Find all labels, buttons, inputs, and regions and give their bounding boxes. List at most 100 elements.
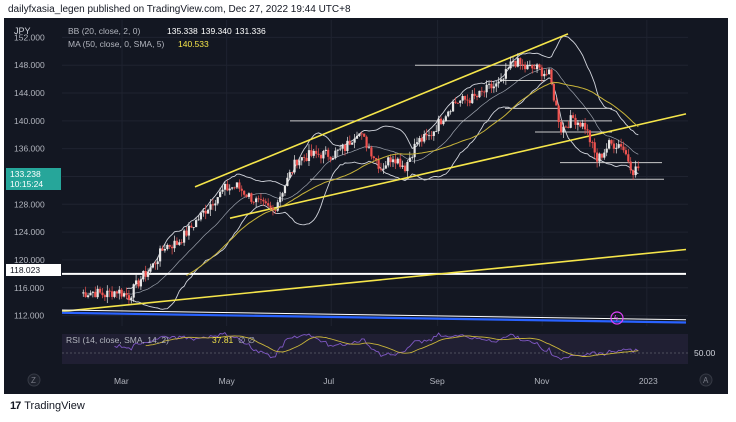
candle-body [586,129,589,131]
candle-body [295,159,299,166]
candle-body [288,172,291,178]
candle-body [478,90,481,98]
candle-body [293,159,296,173]
candle-body [521,64,524,66]
y-tick-label: 120.000 [14,255,45,265]
price-axis[interactable]: 152.000148.000144.000140.000136.000132.0… [14,32,45,320]
ma-legend-label[interactable]: MA (50, close, 0, SMA, 5) [68,39,165,49]
candle-body [94,291,97,298]
rsi-legend-label[interactable]: RSI (14, close, SMA, 14, 2) [66,335,169,345]
candle-body [451,101,455,112]
candle-body [118,289,121,294]
candle-body [435,131,438,132]
candle-body [583,122,587,130]
candle-body [113,291,116,297]
candle-body [615,147,618,149]
candle-body [600,153,604,158]
candle-body [334,150,337,159]
candle-body [110,291,114,297]
candle-body [569,115,572,128]
candle-body [168,244,171,247]
bb-legend-value-lower: 131.336 [235,26,266,36]
candle-body [432,131,435,136]
candle-body [195,220,198,228]
candle-body [485,84,488,93]
bb-mid-line [126,67,639,295]
x-tick-label: Mar [114,376,129,386]
candle-body [603,152,606,158]
rsi-band [62,334,688,364]
candles [82,53,640,305]
candle-body [319,154,323,159]
candle-body [125,293,128,296]
candle-body [516,58,519,67]
candle-body [146,271,150,277]
candle-body [264,201,267,204]
candle-body [322,150,325,159]
y-tick-label: 112.000 [14,311,44,321]
lightning-icon[interactable] [610,311,624,325]
candle-body [228,188,231,191]
candle-body [617,144,620,148]
x-tick-label: 2023 [639,376,658,386]
candle-body [389,157,392,163]
y-tick-label: 148.000 [14,60,45,70]
rsi-pane[interactable] [62,332,688,364]
candle-body [437,118,440,132]
candle-body [588,130,591,143]
publisher-header: dailyfxasia_legen published on TradingVi… [8,4,351,15]
candle-body [531,65,534,69]
candle-body [91,291,94,293]
candle-body [559,122,563,133]
candle-body [495,83,498,87]
candle-body [480,90,483,92]
candle-body [120,289,123,297]
current-price-label: 133.238 [10,169,41,179]
y-tick-label: 116.000 [14,283,44,293]
candle-body [365,136,368,148]
candle-body [103,295,106,298]
candle-body [142,270,145,280]
candle-body [216,197,219,204]
candle-body [463,96,467,100]
candle-body [240,188,243,191]
trend-line [229,113,687,219]
candle-body [473,93,476,96]
trend-line [194,33,569,188]
time-axis[interactable]: Mar May Jul Sep Nov 2023 [114,376,658,386]
bb-legend-label[interactable]: BB (20, close, 2, 0) [68,26,140,36]
y-tick-label: 128.000 [14,199,45,209]
candle-body [156,261,159,265]
candle-body [115,291,118,294]
tradingview-footer[interactable]: 17 TradingView [10,400,85,412]
candle-body [627,154,630,162]
rsi-legend-value: 37.81 [212,335,234,345]
candle-body [171,246,174,249]
candle-body [612,143,616,149]
x-tick-label: Jul [323,376,334,386]
symbol-label: JPY [14,26,31,36]
candle-body [151,263,154,268]
candle-body [523,64,527,70]
candle-body [348,140,351,145]
candle-body [96,288,99,298]
candle-body [396,158,399,164]
candle-body [547,69,551,75]
candle-body [514,61,517,67]
candle-body [235,182,239,188]
candle-body [137,280,140,287]
candle-body [461,96,464,101]
candle-body [82,292,85,294]
ma-path [186,81,639,277]
candle-body [543,73,546,77]
candle-body [624,150,628,155]
candle-body [552,84,555,101]
candle-body [209,204,212,210]
candle-body [127,295,130,300]
zoom-out-button[interactable] [27,373,41,387]
auto-scale-button[interactable] [699,373,713,387]
candle-body [571,115,575,118]
level-price-badge [6,264,61,276]
candle-body [192,227,195,228]
